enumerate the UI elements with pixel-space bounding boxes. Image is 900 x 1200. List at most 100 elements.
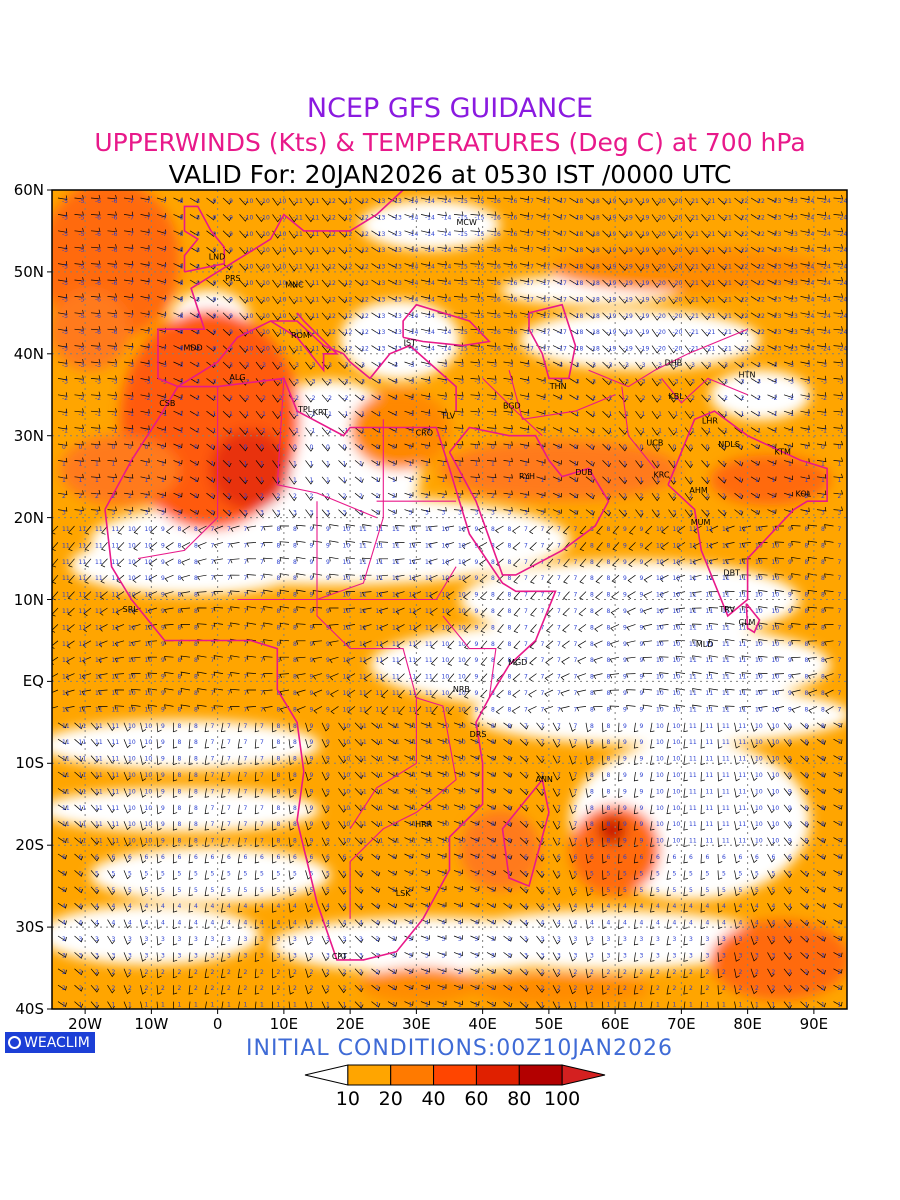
temp-value: 2 (541, 969, 545, 976)
wind-barb (305, 476, 314, 485)
temp-value: 3 (689, 936, 693, 943)
temp-value: 11 (739, 706, 747, 713)
temp-value: 8 (178, 772, 182, 779)
temp-value: -24 (838, 329, 848, 336)
title-line-2: UPPERWINDS (Kts) & TEMPERATURES (Deg C) … (94, 128, 806, 157)
temp-value: 10 (656, 838, 664, 845)
temp-value: 10 (442, 542, 450, 549)
temp-value: 7 (211, 756, 215, 763)
wind-barb (602, 279, 612, 287)
temp-value: 1 (359, 1002, 363, 1009)
wind-barb (585, 378, 595, 385)
temp-value: 3 (805, 936, 809, 943)
temp-value: -16 (508, 247, 518, 254)
temp-value: 1 (194, 1002, 198, 1009)
temp-value: 9 (310, 838, 314, 845)
wind-barb (486, 424, 497, 429)
temp-value: -21 (706, 264, 716, 271)
wind-barb (387, 296, 397, 301)
temp-value: -9 (211, 346, 217, 353)
wind-barb (651, 279, 660, 289)
wind-barb (90, 227, 101, 232)
temp-value: 10 (656, 641, 664, 648)
temp-value: 8 (194, 608, 198, 615)
temp-value: 9 (623, 624, 627, 631)
temp-value: 4 (260, 903, 264, 910)
temp-value: -1 (392, 411, 398, 418)
temp-value: -6 (95, 264, 101, 271)
temp-value: 7 (524, 542, 528, 549)
temp-value: 10 (128, 756, 136, 763)
wind-barb (684, 296, 693, 305)
wind-barb (668, 345, 677, 354)
wind-barb (833, 276, 843, 282)
wind-barb (668, 328, 677, 338)
lat-label: 30N (13, 426, 44, 445)
temp-value: -22 (755, 280, 765, 287)
temp-value: 1 (821, 477, 825, 484)
temp-value: 9 (788, 756, 792, 763)
wind-barb (74, 408, 84, 413)
wind-barb (107, 293, 117, 298)
wind-barb (536, 196, 546, 202)
temp-value: -1 (194, 428, 200, 435)
temp-value: 2 (260, 969, 264, 976)
temp-value: 11 (409, 575, 417, 582)
temp-value: 8 (590, 657, 594, 664)
temp-value: 11 (95, 624, 103, 631)
temp-value: 1 (145, 1002, 149, 1009)
wind-barb (701, 328, 710, 337)
temp-value: 8 (590, 624, 594, 631)
wind-barb (387, 361, 397, 367)
temp-value: 3 (194, 952, 198, 959)
temp-value: 6 (640, 854, 644, 861)
temp-value: 8 (805, 575, 809, 582)
temp-value: -6 (95, 247, 101, 254)
temp-value: 2 (79, 969, 83, 976)
temp-value: 5 (260, 870, 264, 877)
temp-value: 6 (244, 854, 248, 861)
temp-value: -1 (640, 411, 646, 418)
temp-value: 7 (557, 739, 561, 746)
wind-barb (255, 296, 264, 305)
wind-barb (453, 342, 464, 347)
wind-barb (767, 361, 777, 367)
temp-value: 10 (128, 690, 136, 697)
temp-value: 2 (409, 493, 413, 500)
wind-barb (486, 408, 497, 413)
wind-barb (354, 443, 364, 451)
wind-barb (750, 443, 760, 450)
temp-value: -24 (805, 264, 815, 271)
temp-value: 3 (656, 936, 660, 943)
temp-value: -20 (656, 264, 666, 271)
wind-barb (123, 342, 134, 348)
temp-value: 5 (326, 887, 330, 894)
temp-value: 7 (260, 674, 264, 681)
temp-value: -17 (524, 280, 534, 287)
cool-region (52, 788, 320, 832)
temp-value: -19 (623, 346, 633, 353)
temp-value: 7 (838, 805, 842, 812)
wind-barb (156, 311, 166, 316)
wind-barb (618, 296, 628, 304)
temp-value: 7 (227, 706, 231, 713)
temp-value: 1 (128, 477, 132, 484)
wind-barb (57, 441, 68, 446)
temp-value: 7 (838, 690, 842, 697)
temp-value: 11 (359, 542, 367, 549)
wind-barb (536, 377, 546, 382)
wind-barb (618, 443, 628, 452)
temp-value: -2 (359, 395, 365, 402)
temp-value: 11 (425, 838, 433, 845)
temp-value: -16 (508, 264, 518, 271)
temp-value: -5 (62, 247, 68, 254)
temp-value: 11 (706, 756, 714, 763)
temp-value: 11 (722, 542, 730, 549)
temp-value: 9 (788, 559, 792, 566)
temp-value: 3 (673, 952, 677, 959)
temp-value: -3 (772, 378, 778, 385)
wind-barb (90, 293, 101, 298)
wind-barb (717, 427, 727, 435)
temp-value: 11 (62, 542, 70, 549)
temp-value: 3 (211, 510, 215, 517)
